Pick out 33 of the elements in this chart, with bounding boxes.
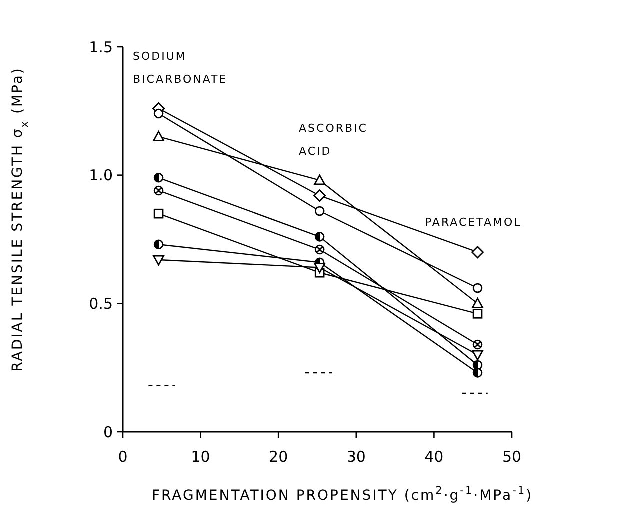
point	[154, 108, 164, 119]
point	[314, 190, 326, 202]
annotation: BICARBONATE	[133, 73, 228, 86]
point	[153, 255, 164, 266]
point	[154, 173, 164, 183]
y-tick-label: 1.0	[89, 166, 113, 185]
x-tick-label: 0	[118, 448, 128, 466]
y-tick-label: 0.5	[89, 294, 113, 313]
point	[314, 174, 326, 186]
point	[472, 309, 483, 319]
point	[472, 283, 483, 294]
x-tick-label: 40	[424, 448, 444, 466]
x-tick-label: 20	[269, 448, 288, 466]
point	[314, 206, 325, 216]
point	[472, 298, 484, 308]
y-tick-label: 1.5	[89, 38, 113, 56]
x-tick-label: 30	[346, 448, 366, 466]
point	[314, 232, 325, 242]
annotation: SODIUM	[133, 50, 187, 63]
point	[472, 350, 484, 361]
point	[314, 263, 326, 274]
point	[472, 368, 483, 378]
x-axis-title: FRAGMENTATION PROPENSITY (cm$^{2}$·g$^{-1}$·MPa$^{-1}$)	[152, 485, 534, 504]
y-tick-label: 0	[103, 423, 113, 442]
point	[153, 131, 164, 142]
x-tick-label: 10	[191, 448, 210, 466]
point	[154, 240, 164, 250]
point	[154, 208, 164, 219]
annotation: ACID	[299, 145, 332, 158]
point	[472, 246, 484, 259]
x-tick-label: 50	[502, 448, 522, 466]
annotation: PARACETAMOL	[425, 216, 522, 229]
annotation: ASCORBIC	[299, 122, 368, 135]
